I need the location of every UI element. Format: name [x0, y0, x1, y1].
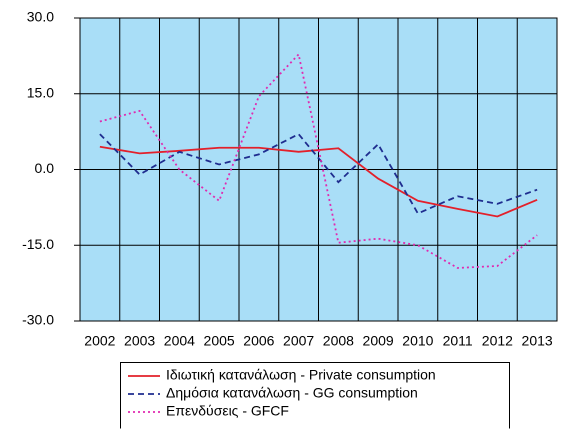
legend-label: Επενδύσεις - GFCF	[166, 403, 289, 419]
x-tick-label: 2005	[204, 333, 235, 349]
y-tick-label: -15.0	[22, 236, 54, 252]
x-tick-label: 2003	[124, 333, 155, 349]
x-tick-label: 2010	[402, 333, 433, 349]
x-tick-label: 2006	[243, 333, 274, 349]
legend-box	[120, 362, 510, 429]
legend-label: Δημόσια κατανάλωση - GG consumption	[166, 385, 418, 401]
x-tick-label: 2011	[443, 333, 473, 349]
y-tick-label: -30.0	[22, 312, 54, 328]
x-tick-label: 2002	[84, 333, 115, 349]
series-line	[99, 133, 538, 215]
legend-label: Ιδιωτική κατανάλωση - Private consumptio…	[166, 367, 436, 383]
x-tick-label: 2004	[164, 333, 195, 349]
x-tick-label: 2007	[283, 333, 314, 349]
y-tick-label: 30.0	[27, 9, 54, 25]
series-line	[99, 145, 538, 218]
x-tick-label: 2013	[522, 333, 553, 349]
y-tick-label: 0.0	[35, 160, 55, 176]
y-tick-label: 15.0	[27, 84, 54, 100]
x-tick-label: 2012	[482, 333, 513, 349]
x-tick-label: 2008	[323, 333, 354, 349]
x-tick-label: 2009	[363, 333, 394, 349]
series-line	[99, 52, 538, 269]
